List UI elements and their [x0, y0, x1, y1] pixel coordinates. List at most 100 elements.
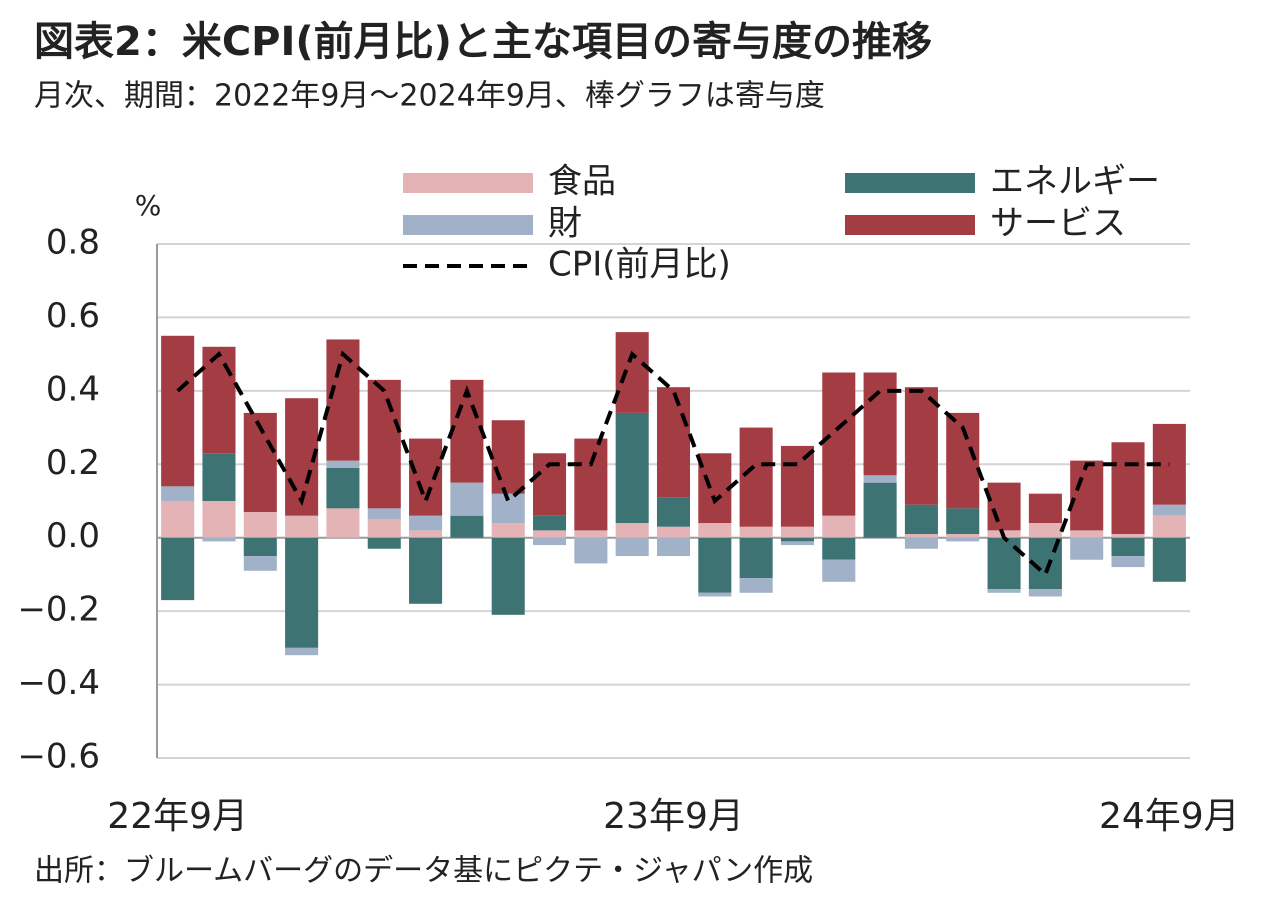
y-tick-label: 0.4	[46, 369, 100, 409]
x-tick-label: 24年9月	[1099, 796, 1240, 837]
chart-subtitle: 月次、期間：2022年9月～2024年9月、棒グラフは寄与度	[34, 79, 825, 114]
bar-segment	[615, 332, 649, 413]
bar-segment	[739, 526, 773, 538]
bar-segment	[202, 501, 236, 538]
y-tick-label: −0.2	[17, 590, 100, 630]
bar-segment	[1028, 493, 1062, 524]
bar-segment	[739, 578, 773, 593]
bar-segment	[822, 559, 856, 582]
bar-segment	[904, 534, 938, 538]
bar-segment	[326, 339, 360, 461]
bar-segment	[698, 537, 732, 593]
bar-segment	[904, 504, 938, 535]
bar-segment	[698, 592, 732, 597]
bar-segment	[491, 420, 525, 494]
bar-segment	[1070, 537, 1104, 560]
bar-segment	[739, 537, 773, 579]
bar-segment	[574, 537, 608, 564]
y-tick-label: 0.0	[46, 516, 100, 556]
source-note: 出所：ブルームバーグのデータ基にピクテ・ジャパン作成	[34, 854, 813, 889]
y-tick-label: −0.4	[17, 663, 100, 703]
bar-segment	[285, 515, 319, 538]
bar-segment	[698, 523, 732, 538]
x-tick-label: 22年9月	[107, 796, 248, 837]
bar-segment	[202, 453, 236, 501]
bar-segment	[780, 445, 814, 527]
bar-segment	[822, 372, 856, 516]
bar-segment	[946, 537, 980, 542]
y-tick-label: 0.2	[46, 443, 100, 483]
bar-segment	[987, 589, 1021, 593]
legend-label: 食品	[548, 162, 616, 202]
bar-segment	[326, 460, 360, 468]
y-tick-label: 0.8	[46, 223, 100, 263]
legend-label: サービス	[990, 204, 1126, 244]
bar-segment	[946, 534, 980, 538]
bar-segment	[409, 537, 443, 604]
bar-segment	[780, 537, 814, 542]
bar-segment	[1152, 504, 1186, 516]
bar-segment	[326, 508, 360, 538]
bar-segment	[367, 508, 401, 520]
bar-segment	[615, 537, 649, 557]
bar-segment	[1070, 530, 1104, 538]
bar-segment	[367, 379, 401, 509]
bar-segment	[946, 508, 980, 535]
bar-segment	[243, 512, 277, 538]
bar-segment	[698, 453, 732, 524]
bar-segment	[202, 537, 236, 542]
bar-segment	[161, 486, 195, 501]
legend-swatch	[845, 173, 975, 193]
chart-title: 図表2：米CPI(前月比)と主な項目の寄与度の推移	[34, 19, 932, 65]
bar-segment	[1028, 589, 1062, 597]
bar-segment	[615, 412, 649, 524]
y-unit: %	[135, 189, 162, 222]
bar-segment	[904, 537, 938, 549]
bar-segment	[1111, 534, 1145, 538]
bar-segment	[1028, 523, 1062, 538]
bar-segment	[491, 523, 525, 538]
bar-segment	[987, 482, 1021, 531]
legend-swatch	[403, 215, 533, 235]
cpi-line	[176, 350, 1170, 578]
bar-segment	[822, 515, 856, 538]
bar-segment	[863, 372, 897, 476]
bar-segment	[326, 467, 360, 509]
bar-segment	[450, 482, 484, 516]
bar-segment	[533, 515, 567, 531]
bar-segment	[615, 523, 649, 538]
y-tick-label: −0.6	[17, 737, 100, 777]
bar-segment	[1111, 556, 1145, 568]
bar-segment	[863, 475, 897, 483]
bar-segment	[533, 537, 567, 546]
bar-segment	[367, 537, 401, 549]
bar-segment	[409, 438, 443, 516]
bar-segment	[243, 556, 277, 571]
bar-segment	[1152, 537, 1186, 582]
legend-label: CPI(前月比)	[548, 245, 731, 285]
bar-segment	[161, 335, 195, 487]
bar-segment	[1152, 515, 1186, 538]
bar-segment	[1111, 537, 1145, 557]
bar-segment	[367, 519, 401, 538]
bar-segment	[285, 537, 319, 648]
legend-swatch	[403, 173, 533, 193]
bar-segment	[822, 537, 856, 560]
y-tick-label: 0.6	[46, 296, 100, 336]
bar-segment	[656, 526, 691, 538]
bar-segment	[780, 541, 814, 546]
bar-segment	[533, 530, 567, 538]
bar-segment	[450, 515, 484, 538]
bar-segment	[202, 346, 236, 454]
bar-segment	[1111, 442, 1145, 535]
bar-segment	[450, 379, 484, 483]
legend-label: エネルギー	[990, 162, 1160, 202]
bar-segment	[243, 537, 277, 557]
bar-segment	[739, 427, 773, 527]
bar-segment	[656, 537, 691, 557]
bar-segment	[780, 526, 814, 538]
bar-segment	[863, 482, 897, 538]
bar-segment	[161, 501, 195, 538]
bar-segment	[409, 515, 443, 531]
